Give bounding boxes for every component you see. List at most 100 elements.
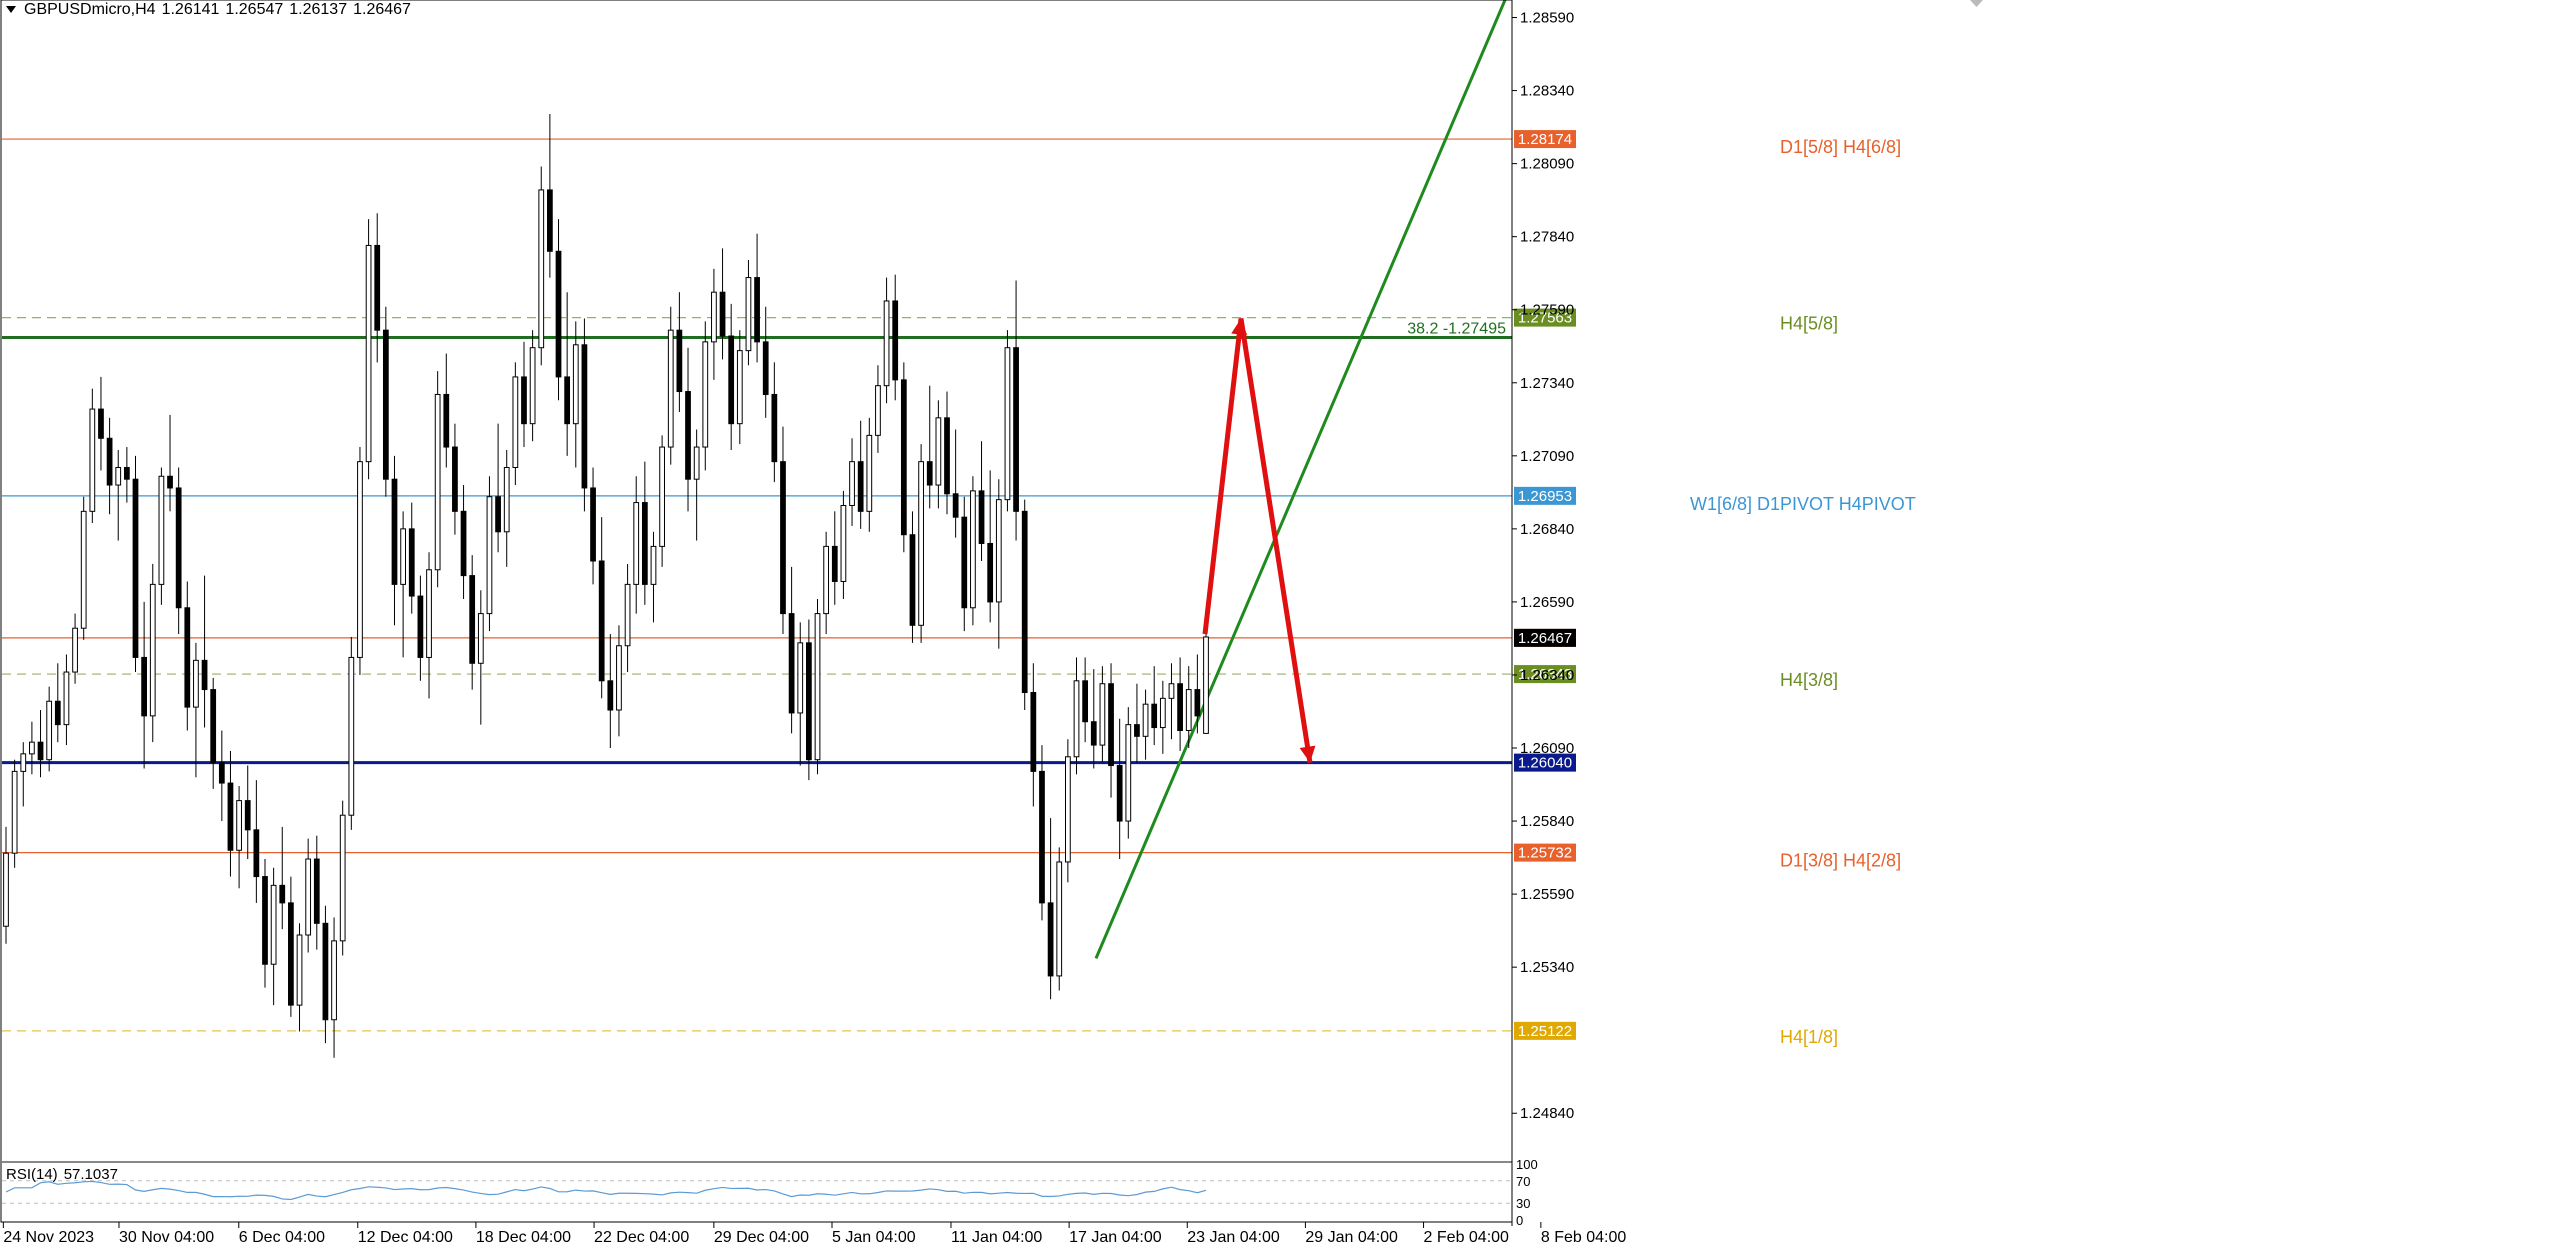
candle-body	[1073, 680, 1080, 758]
x-tick-label: 29 Dec 04:00	[714, 1229, 809, 1246]
candle-body	[503, 467, 510, 533]
candle-body	[29, 741, 35, 755]
candle-body	[1090, 721, 1097, 746]
y-tick-label: 1.27590	[1520, 302, 1574, 319]
candle-body	[978, 490, 985, 544]
candle-body	[641, 502, 648, 585]
candle-body	[685, 391, 691, 480]
price-axis: 1.28174 1.27563 1.26953 1.26467 1.26343 1.260…	[1511, 0, 1576, 1226]
candle-body	[339, 814, 346, 942]
high-value: 1.26547	[225, 1, 284, 18]
candle-body	[400, 528, 406, 585]
candle-body	[521, 376, 527, 425]
x-tick-label: 6 Dec 04:00	[239, 1229, 325, 1246]
fib-label: 38.2 -1.27495	[1407, 320, 1506, 337]
candle-body	[391, 478, 398, 585]
candle-body	[89, 408, 96, 512]
level-label: D1[5/8] H4[6/8]	[1780, 137, 1901, 157]
candle-body	[477, 613, 484, 664]
candle-body	[538, 189, 545, 349]
candle-body	[1013, 347, 1019, 512]
price-tag-label: 1.26343	[1518, 666, 1572, 683]
y-tick-label: 1.25340	[1520, 959, 1574, 976]
candle-body	[1125, 724, 1132, 822]
candle-body	[98, 408, 104, 439]
candle-body	[123, 467, 130, 480]
candle-body	[322, 922, 329, 1021]
chart-frame	[0, 0, 1983, 1223]
forecast-arrows	[1202, 318, 1316, 764]
candle-body	[46, 700, 53, 761]
candle-body	[512, 376, 519, 469]
candle-body	[236, 800, 242, 851]
chart-menu-icon[interactable]	[6, 6, 16, 14]
candle-body	[1021, 510, 1028, 693]
candle-body	[892, 300, 899, 381]
rsi-label: RSI(14) 57.1037	[6, 1166, 124, 1183]
candle-body	[547, 189, 553, 252]
candle-body	[434, 393, 441, 571]
candle-body	[659, 446, 665, 547]
candle-body	[883, 300, 890, 387]
current-price-tag	[1514, 628, 1576, 647]
candle-body	[1030, 691, 1037, 772]
candle-body	[486, 496, 493, 615]
candle-body	[564, 376, 571, 425]
price-tag-label: 1.27563	[1518, 310, 1572, 327]
candle-body	[987, 542, 994, 603]
candle-body	[426, 569, 432, 658]
candles	[3, 113, 1209, 1058]
x-tick-label: 8 Feb 04:00	[1541, 1229, 1627, 1246]
candle-body	[20, 753, 27, 772]
candle-body	[201, 659, 208, 691]
open-value: 1.26141	[161, 1, 220, 18]
x-tick-label: 5 Jan 04:00	[832, 1229, 916, 1246]
candle-body	[616, 645, 622, 711]
arrow-head	[1231, 318, 1248, 336]
candle-body	[849, 461, 855, 506]
candle-body	[460, 510, 467, 577]
candle-body	[452, 446, 458, 512]
time-axis: 24 Nov 2023 30 Nov 04:00 6 Dec 04:00 12 Dec…	[2, 1221, 1627, 1246]
candle-body	[806, 642, 812, 761]
candle-body	[728, 335, 735, 425]
candle-body	[961, 516, 968, 609]
candle-body	[702, 341, 709, 448]
candle-body	[279, 884, 286, 904]
candle-body	[650, 545, 657, 585]
x-tick-label: 30 Nov 04:00	[119, 1229, 214, 1246]
candle-body	[1159, 697, 1166, 729]
x-tick-label: 2 Feb 04:00	[1424, 1229, 1510, 1246]
y-tick-label: 1.26590	[1520, 594, 1574, 611]
candle-body	[262, 876, 268, 965]
candle-body	[1064, 756, 1071, 863]
candle-body	[590, 487, 596, 562]
y-tick-label: 1.24840	[1520, 1105, 1574, 1122]
candle-body	[555, 250, 562, 378]
candle-body	[875, 385, 881, 436]
candle-body	[158, 475, 165, 585]
candle-body	[1056, 861, 1063, 977]
candle-body	[313, 858, 320, 924]
candle-body	[572, 344, 579, 425]
candle-body	[598, 560, 605, 682]
y-tick-label: 1.25840	[1520, 813, 1574, 830]
candle-body	[711, 291, 717, 343]
low-value: 1.26137	[289, 1, 348, 18]
candle-body	[1004, 347, 1011, 501]
candle-body	[348, 656, 355, 816]
candle-body	[1203, 636, 1209, 734]
level-label: H4[3/8]	[1780, 670, 1838, 690]
candle-body	[693, 446, 700, 480]
candle-body	[866, 434, 873, 512]
candle-body	[667, 329, 674, 448]
candle-body	[37, 741, 44, 761]
rsi-panel: 100 70 30 0	[2, 1157, 1538, 1228]
candle-body	[357, 461, 363, 658]
rsi-value: 57.1037	[63, 1166, 118, 1183]
candle-body	[253, 829, 260, 878]
candle-body	[831, 545, 838, 582]
price-tag-label: 1.26953	[1518, 488, 1572, 505]
y-tick-label: 1.28340	[1520, 83, 1574, 100]
